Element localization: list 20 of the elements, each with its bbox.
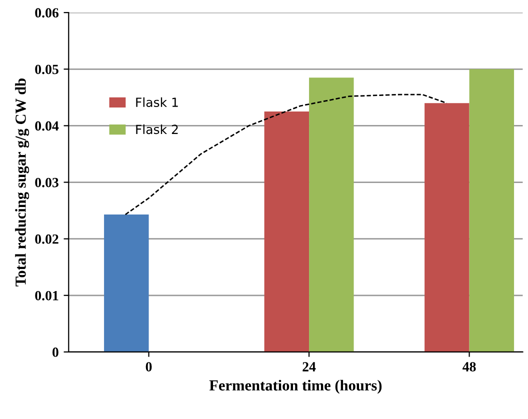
y-tick-label: 0.02 bbox=[35, 234, 58, 244]
bar bbox=[264, 112, 310, 352]
y-tick-label: 0.04 bbox=[35, 121, 59, 131]
bar bbox=[424, 103, 470, 352]
x-tick-label: 0 bbox=[146, 362, 152, 372]
y-tick-label: 0.03 bbox=[35, 178, 58, 188]
x-tick-label: 48 bbox=[462, 362, 476, 372]
x-tick-label: 24 bbox=[302, 362, 316, 372]
legend-label: Flask 2 bbox=[136, 124, 178, 134]
bar bbox=[309, 78, 354, 352]
y-tick-label: 0 bbox=[52, 348, 58, 357]
legend-label: Flask 1 bbox=[136, 97, 178, 108]
y-tick-label: 0.06 bbox=[35, 8, 59, 18]
y-axis-title: Total reducing sugar g/g CW db bbox=[15, 78, 30, 286]
bar bbox=[469, 69, 514, 352]
y-tick-label: 0.01 bbox=[35, 290, 58, 300]
line-series bbox=[124, 94, 448, 216]
bar bbox=[104, 214, 149, 352]
y-tick-label: 0.05 bbox=[35, 64, 58, 74]
x-axis-title: Fermentation time (hours) bbox=[209, 380, 382, 394]
